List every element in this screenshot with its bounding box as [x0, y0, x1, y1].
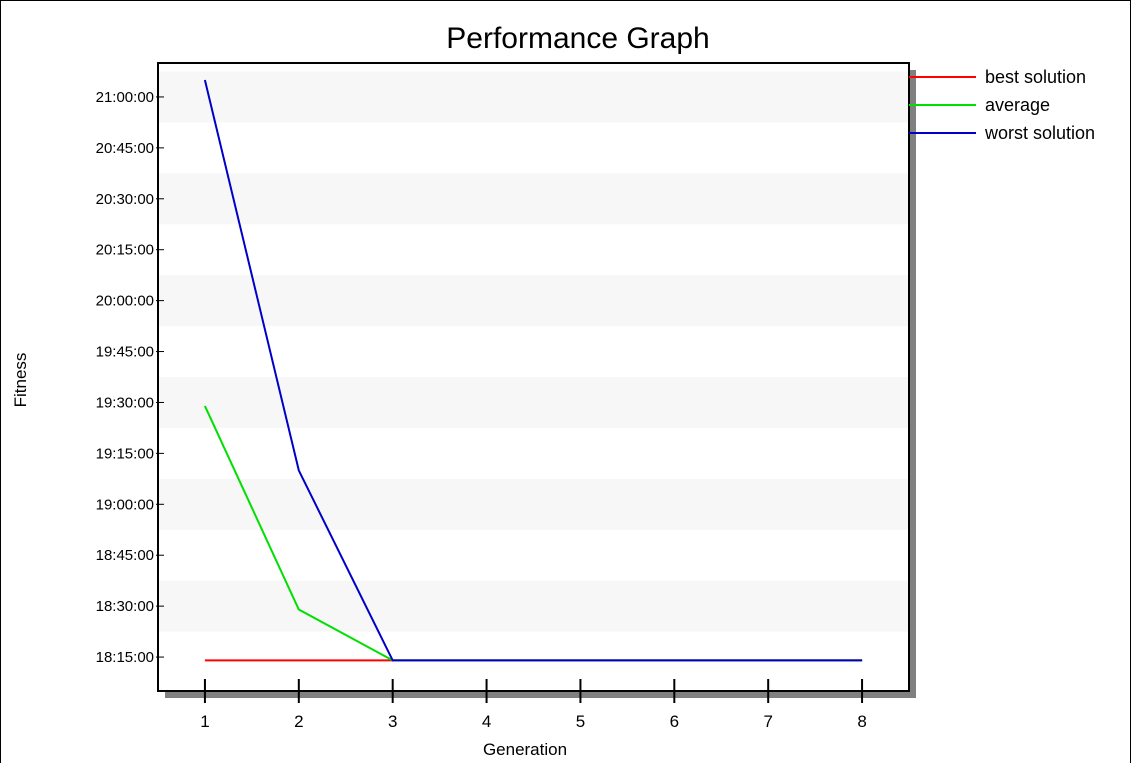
y-tick-label: 20:15:00	[96, 242, 154, 259]
y-tick-label: 18:15:00	[96, 649, 154, 666]
legend: best solution average worst solution	[909, 67, 1095, 143]
x-axis-label: Generation	[483, 740, 567, 759]
chart-title: Performance Graph	[446, 22, 709, 55]
grid-band	[159, 377, 908, 428]
y-tick-label: 19:30:00	[96, 394, 154, 411]
legend-label: worst solution	[984, 123, 1095, 143]
y-tick-label: 19:00:00	[96, 496, 154, 513]
series-line-3	[203, 79, 863, 662]
x-tick-label: 4	[482, 712, 491, 731]
x-tick-label: 3	[388, 712, 397, 731]
series-lines	[203, 79, 863, 662]
y-tick-label: 19:45:00	[96, 344, 154, 361]
y-tick-label: 19:15:00	[96, 445, 154, 462]
x-tick-label: 5	[576, 712, 585, 731]
x-tick-label: 2	[294, 712, 303, 731]
y-axis-label: Fitness	[11, 353, 30, 408]
legend-label: average	[985, 95, 1050, 115]
y-tick-label: 20:30:00	[96, 191, 154, 208]
grid-band	[159, 71, 908, 123]
y-axis-ticks: 18:15:00 18:30:00 18:45:00 19:00:00 19:15:00…	[96, 89, 164, 666]
x-tick-label: 1	[200, 712, 209, 731]
grid-band	[159, 173, 908, 225]
plot-grid-bands	[159, 64, 908, 690]
grid-band	[159, 478, 908, 530]
plot-area	[157, 62, 910, 692]
x-axis-ticks: 1 2 3 4 5 6 7 8	[200, 679, 867, 731]
y-tick-label: 20:45:00	[96, 140, 154, 157]
legend-label: best solution	[985, 67, 1086, 87]
grid-band	[159, 275, 908, 327]
x-tick-label: 6	[670, 712, 679, 731]
y-tick-label: 18:45:00	[96, 547, 154, 564]
y-tick-label: 21:00:00	[96, 89, 154, 106]
x-tick-label: 7	[763, 712, 772, 731]
y-tick-label: 20:00:00	[96, 293, 154, 310]
y-tick-label: 18:30:00	[96, 598, 154, 615]
grid-band	[159, 580, 908, 632]
x-tick-label: 8	[857, 712, 866, 731]
